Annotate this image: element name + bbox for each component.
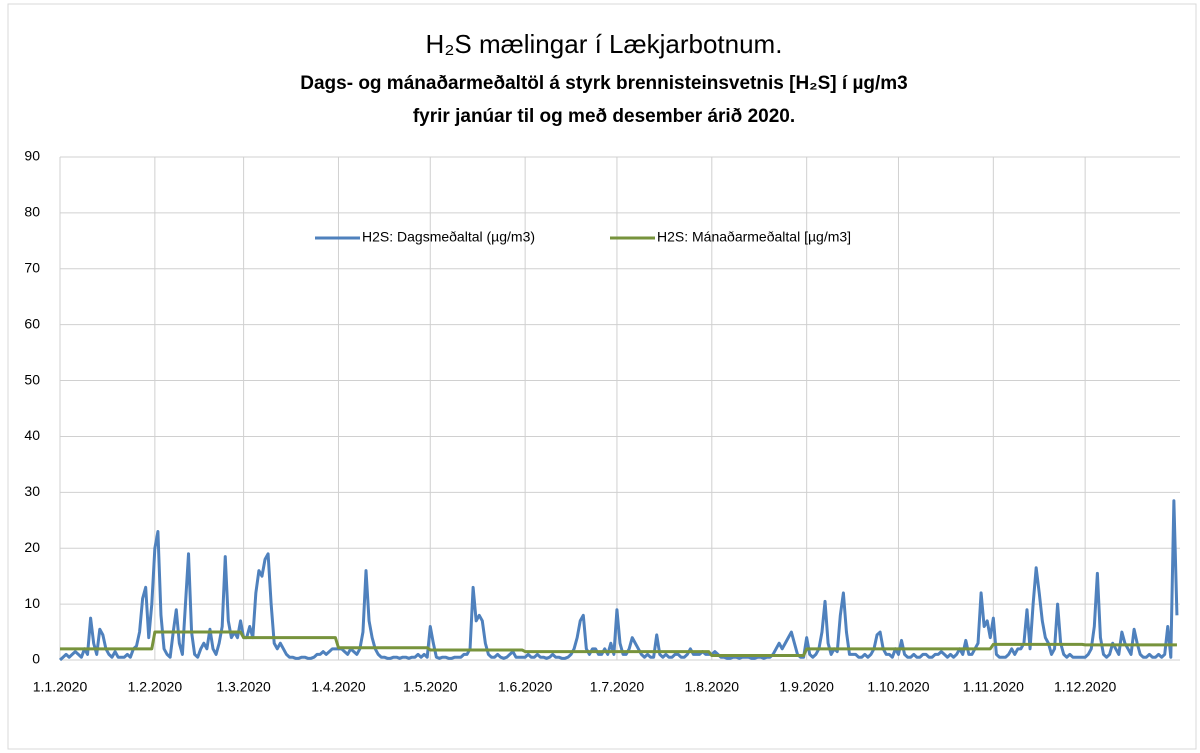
x-tick-label: 1.6.2020	[498, 679, 553, 695]
legend-label: H2S: Mánaðarmeðaltal [µg/m3]	[657, 229, 851, 245]
y-tick-label: 10	[24, 595, 40, 611]
y-tick-label: 20	[24, 539, 40, 555]
y-tick-label: 40	[24, 427, 40, 443]
chart-subtitle: Dags- og mánaðarmeðaltöl á styrk brennis…	[300, 73, 908, 94]
y-tick-label: 0	[32, 651, 40, 667]
x-tick-label: 1.8.2020	[685, 679, 740, 695]
x-tick-label: 1.10.2020	[867, 679, 929, 695]
x-tick-label: 1.3.2020	[216, 679, 271, 695]
chart-frame	[7, 3, 1197, 750]
x-tick-label: 1.12.2020	[1054, 679, 1116, 695]
x-tick-label: 1.11.2020	[963, 679, 1024, 695]
x-tick-label: 1.2.2020	[128, 679, 183, 695]
y-tick-label: 80	[24, 204, 40, 220]
y-tick-label: 30	[24, 483, 40, 499]
y-tick-label: 60	[24, 315, 40, 331]
x-tick-label: 1.1.2020	[33, 679, 88, 695]
legend-label: H2S: Dagsmeðaltal (µg/m3)	[362, 229, 535, 245]
x-tick-label: 1.7.2020	[590, 679, 645, 695]
y-tick-label: 70	[24, 259, 40, 275]
chart-title: H₂S mælingar í Lækjarbotnum.	[426, 29, 783, 59]
data-line	[60, 630, 1177, 658]
x-tick-label: 1.5.2020	[403, 679, 458, 695]
chart-subtitle: fyrir janúar til og með desember árið 20…	[413, 106, 795, 127]
x-tick-label: 1.4.2020	[311, 679, 366, 695]
y-tick-label: 90	[24, 148, 40, 164]
y-tick-label: 50	[24, 371, 40, 387]
x-tick-label: 1.9.2020	[779, 679, 834, 695]
